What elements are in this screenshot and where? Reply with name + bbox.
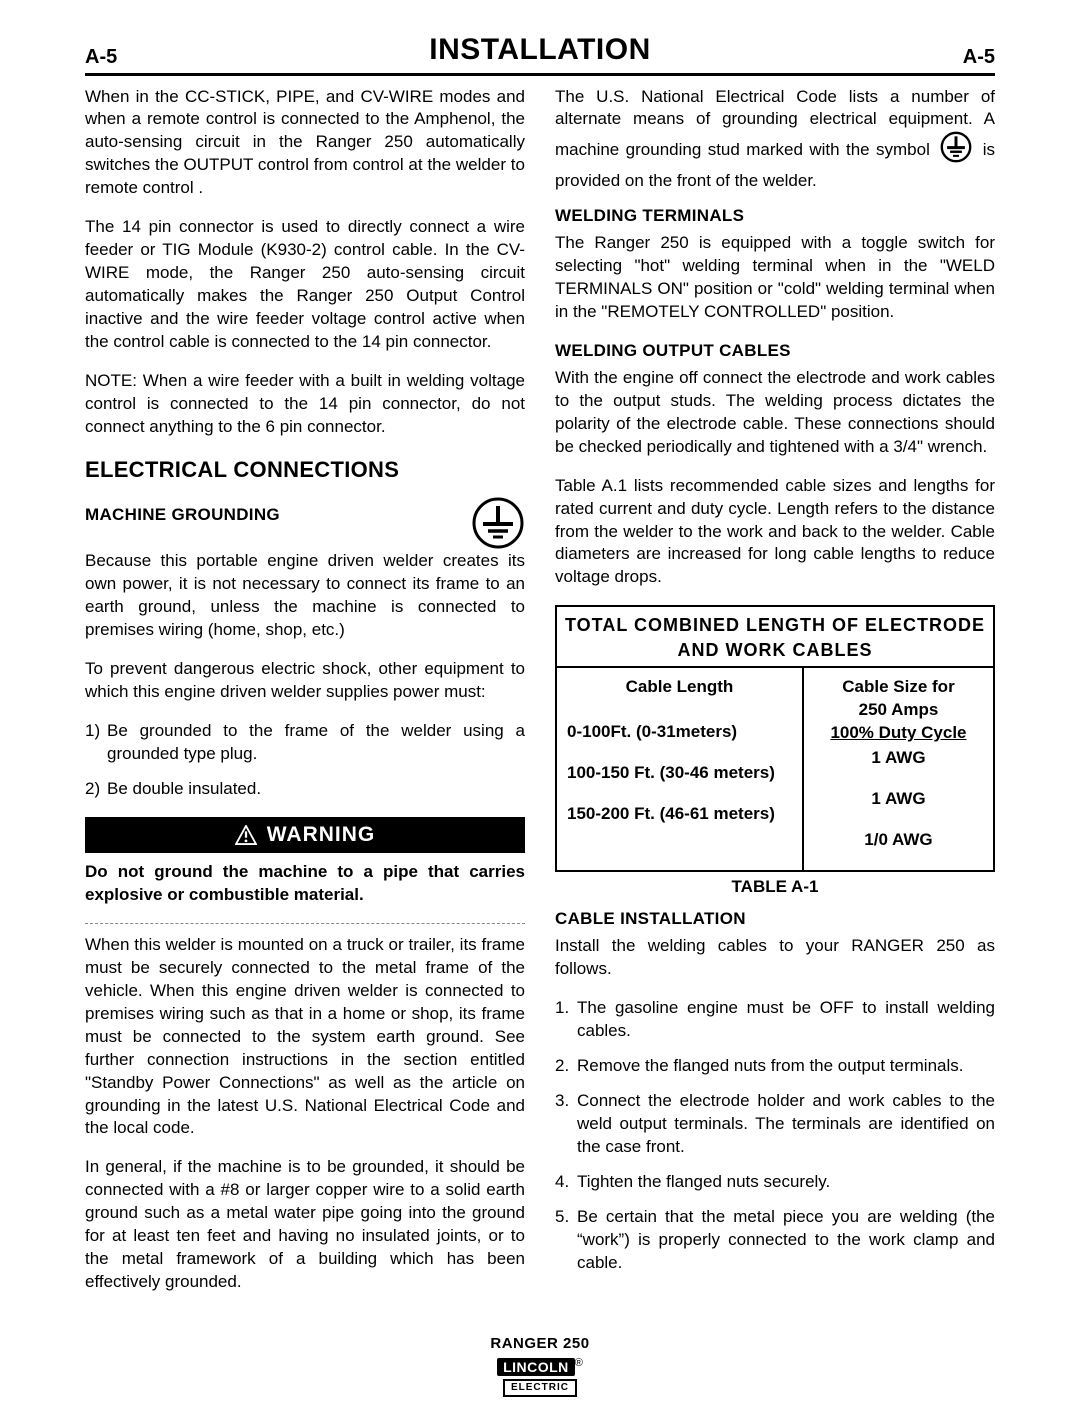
cable-length-table: TOTAL COMBINED LENGTH OF ELECTRODE AND W… (555, 605, 995, 871)
table-right-col: Cable Size for 250 Amps 100% Duty Cycle … (802, 668, 993, 870)
paragraph: When in the CC-STICK, PIPE, and CV-WIRE … (85, 86, 525, 201)
grounding-requirements-list: 1)Be grounded to the frame of the welder… (85, 720, 525, 801)
page-footer: RANGER 250 LINCOLN® ELECTRIC (85, 1334, 995, 1397)
paragraph: Install the welding cables to your RANGE… (555, 935, 995, 981)
paragraph: Because this portable engine driven weld… (85, 550, 525, 642)
paragraph: With the engine off connect the electrod… (555, 367, 995, 459)
table-left-col: Cable Length 0-100Ft. (0-31meters) 100-1… (557, 668, 802, 870)
page-title: INSTALLATION (429, 30, 651, 71)
paragraph: To prevent dangerous electric shock, oth… (85, 658, 525, 704)
divider (85, 923, 525, 924)
ground-icon (940, 131, 972, 163)
brand-name-top: LINCOLN (503, 1359, 569, 1375)
subheading-cable-installation: CABLE INSTALLATION (555, 908, 995, 931)
list-item: 5.Be certain that the metal piece you ar… (555, 1206, 995, 1275)
table-row: 100-150 Ft. (30-46 meters) (567, 762, 792, 785)
warning-label: WARNING (267, 821, 376, 849)
page-number-left: A-5 (85, 44, 117, 71)
paragraph: In general, if the machine is to be grou… (85, 1156, 525, 1294)
product-name: RANGER 250 (85, 1334, 995, 1354)
warning-banner: WARNING (85, 817, 525, 853)
list-item: 3.Connect the electrode holder and work … (555, 1090, 995, 1159)
warning-text: Do not ground the machine to a pipe that… (85, 861, 525, 907)
list-item: 2)Be double insulated. (85, 778, 525, 801)
table-row: 1/0 AWG (812, 829, 985, 852)
brand-name-bottom: ELECTRIC (503, 1379, 577, 1397)
page-header: A-5 INSTALLATION A-5 (85, 30, 995, 76)
paragraph: The 14 pin connector is used to directly… (85, 216, 525, 354)
subheading-welding-output-cables: WELDING OUTPUT CABLES (555, 340, 995, 363)
list-item: 4.Tighten the flanged nuts securely. (555, 1171, 995, 1194)
subheading-welding-terminals: WELDING TERMINALS (555, 205, 995, 228)
machine-grounding-row: MACHINE GROUNDING (85, 496, 525, 550)
list-item: 1.The gasoline engine must be OFF to ins… (555, 997, 995, 1043)
table-title: TOTAL COMBINED LENGTH OF ELECTRODE AND W… (557, 607, 993, 668)
table-header-size: Cable Size for 250 Amps 100% Duty Cycle (812, 676, 985, 745)
list-item: 1)Be grounded to the frame of the welder… (85, 720, 525, 766)
list-item: 2.Remove the flanged nuts from the outpu… (555, 1055, 995, 1078)
subheading-machine-grounding: MACHINE GROUNDING (85, 504, 280, 527)
ground-icon (471, 496, 525, 550)
table-row: 0-100Ft. (0-31meters) (567, 721, 792, 744)
table-header-length: Cable Length (567, 676, 792, 699)
cable-install-steps: 1.The gasoline engine must be OFF to ins… (555, 997, 995, 1274)
table-row: 150-200 Ft. (46-61 meters) (567, 803, 792, 826)
left-column: When in the CC-STICK, PIPE, and CV-WIRE … (85, 86, 525, 1311)
paragraph: The U.S. National Electrical Code lists … (555, 86, 995, 194)
right-column: The U.S. National Electrical Code lists … (555, 86, 995, 1311)
table-caption: TABLE A-1 (555, 876, 995, 899)
page-number-right: A-5 (963, 44, 995, 71)
paragraph: The Ranger 250 is equipped with a toggle… (555, 232, 995, 324)
table-row: 1 AWG (812, 747, 985, 770)
content-columns: When in the CC-STICK, PIPE, and CV-WIRE … (85, 86, 995, 1311)
warning-triangle-icon (235, 825, 257, 845)
section-heading-electrical: ELECTRICAL CONNECTIONS (85, 455, 525, 485)
table-row: 1 AWG (812, 788, 985, 811)
paragraph: When this welder is mounted on a truck o… (85, 934, 525, 1140)
paragraph: Table A.1 lists recommended cable sizes … (555, 475, 995, 590)
paragraph: NOTE: When a wire feeder with a built in… (85, 370, 525, 439)
text-span: The U.S. National Electrical Code lists … (555, 87, 995, 160)
brand-logo: LINCOLN® ELECTRIC (497, 1356, 583, 1396)
